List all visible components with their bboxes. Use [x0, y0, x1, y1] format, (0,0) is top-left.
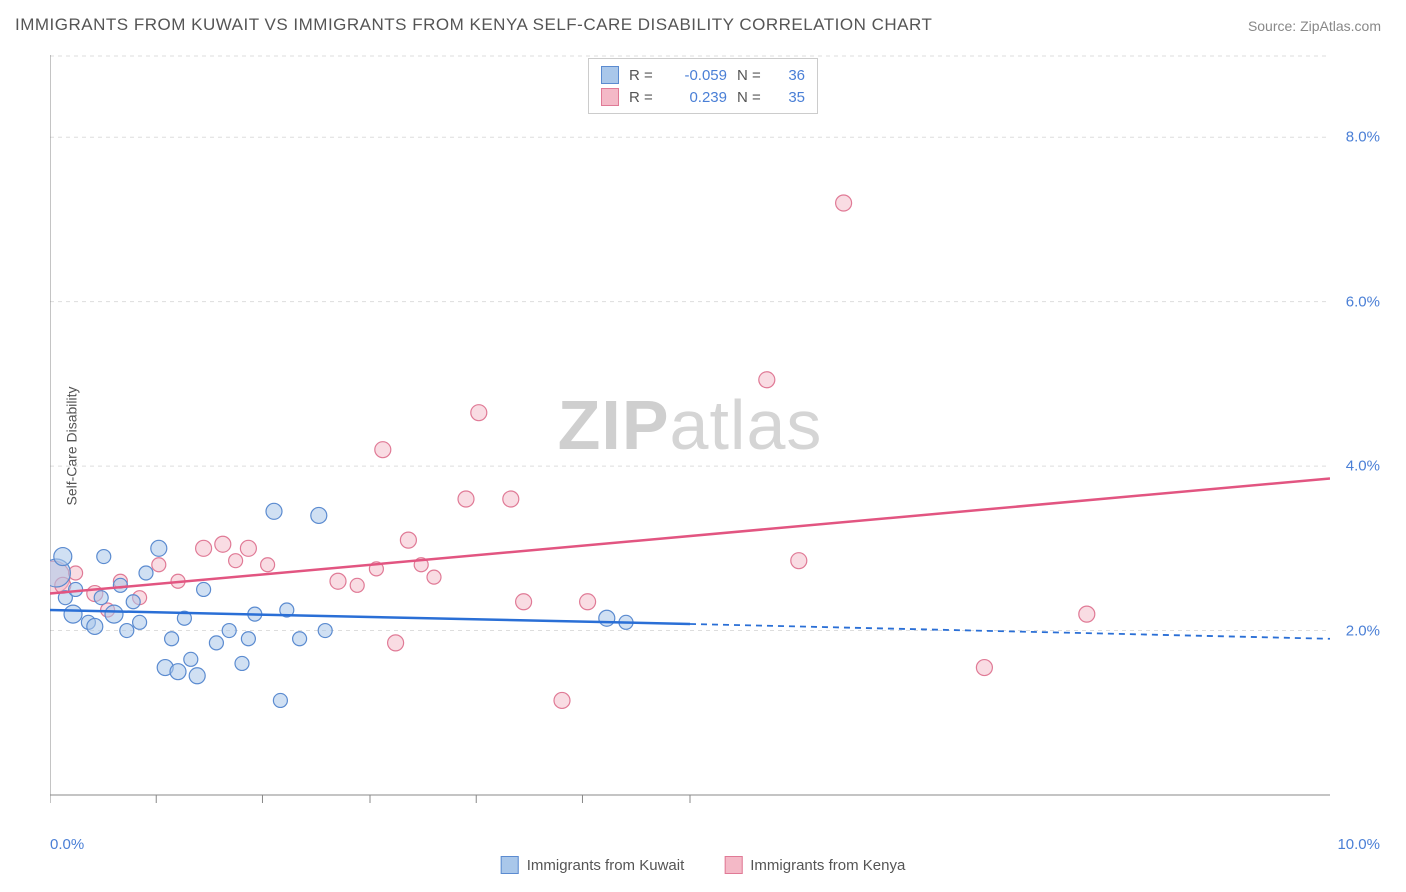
r-value-kuwait: -0.059: [667, 67, 727, 84]
legend-item-kenya: Immigrants from Kenya: [724, 856, 905, 874]
swatch-kuwait: [601, 66, 619, 84]
n-label: N =: [737, 67, 765, 84]
y-tick-label: 6.0%: [1346, 293, 1380, 310]
n-value-kenya: 35: [775, 89, 805, 106]
y-tick-label: 8.0%: [1346, 129, 1380, 146]
swatch-kuwait: [501, 856, 519, 874]
chart-container: IMMIGRANTS FROM KUWAIT VS IMMIGRANTS FRO…: [0, 0, 1406, 892]
n-label: N =: [737, 89, 765, 106]
y-tick-label: 4.0%: [1346, 458, 1380, 475]
swatch-kenya: [601, 88, 619, 106]
stats-legend: R = -0.059 N = 36 R = 0.239 N = 35: [588, 58, 818, 114]
y-tick-label: 2.0%: [1346, 622, 1380, 639]
legend-label-kenya: Immigrants from Kenya: [750, 857, 905, 874]
swatch-kenya: [724, 856, 742, 874]
stats-row-kuwait: R = -0.059 N = 36: [601, 64, 805, 86]
source-label: Source: ZipAtlas.com: [1248, 18, 1381, 34]
r-label: R =: [629, 67, 657, 84]
stats-row-kenya: R = 0.239 N = 35: [601, 86, 805, 108]
n-value-kuwait: 36: [775, 67, 805, 84]
plot-area: ZIPatlas 0.0% 10.0% 2.0%4.0%6.0%8.0%: [50, 55, 1330, 825]
x-axis-min-label: 0.0%: [50, 836, 84, 853]
legend-label-kuwait: Immigrants from Kuwait: [527, 857, 685, 874]
series-legend: Immigrants from Kuwait Immigrants from K…: [501, 856, 906, 874]
r-value-kenya: 0.239: [667, 89, 727, 106]
r-label: R =: [629, 89, 657, 106]
x-axis-max-label: 10.0%: [1337, 836, 1380, 853]
legend-item-kuwait: Immigrants from Kuwait: [501, 856, 685, 874]
chart-title: IMMIGRANTS FROM KUWAIT VS IMMIGRANTS FRO…: [15, 15, 932, 35]
scatter-plot-svg: [50, 55, 1330, 825]
